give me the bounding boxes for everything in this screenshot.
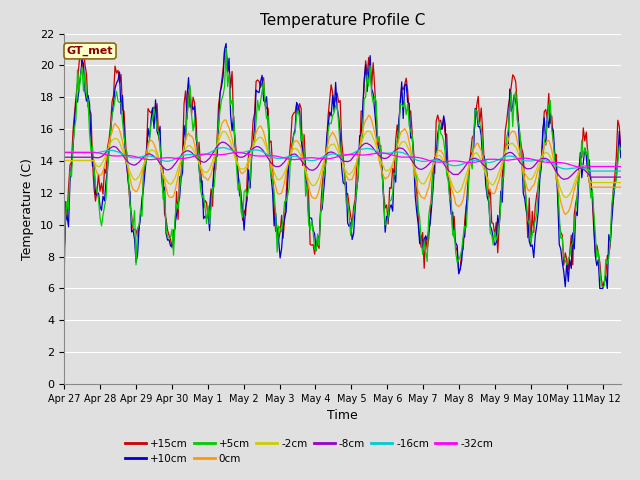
+10cm [131,236,138,242]
0cm [131,188,138,193]
-16cm [220,144,227,150]
-2cm [365,128,372,134]
+10cm [60,254,68,260]
-32cm [470,159,477,165]
-8cm [470,156,477,161]
0cm [344,176,351,181]
+10cm [346,224,353,229]
-16cm [346,152,353,157]
-2cm [60,158,68,164]
-8cm [560,177,568,182]
+15cm [617,145,625,151]
-8cm [131,162,138,168]
-2cm [248,148,255,154]
-2cm [470,152,477,157]
+10cm [470,145,477,151]
Line: -2cm: -2cm [64,131,621,197]
Line: 0cm: 0cm [64,115,621,215]
Line: -8cm: -8cm [64,142,621,180]
Title: Temperature Profile C: Temperature Profile C [260,13,425,28]
0cm [561,212,569,217]
+10cm [222,41,230,47]
+10cm [249,143,257,149]
-8cm [220,139,227,145]
-16cm [60,149,68,155]
Line: -16cm: -16cm [64,147,621,171]
-2cm [131,177,138,183]
Line: +5cm: +5cm [64,48,621,287]
-16cm [152,155,159,160]
0cm [60,157,68,163]
+10cm [152,97,159,103]
Text: GT_met: GT_met [67,46,113,56]
-2cm [344,170,351,176]
0cm [248,149,255,155]
-2cm [152,149,159,155]
-8cm [617,174,625,180]
X-axis label: Time: Time [327,409,358,422]
0cm [152,145,159,151]
-32cm [346,152,353,157]
-32cm [578,165,586,170]
Legend: +15cm, +10cm, +5cm, 0cm, -2cm, -8cm, -16cm, -32cm: +15cm, +10cm, +5cm, 0cm, -2cm, -8cm, -16… [120,435,497,468]
+5cm [222,46,230,51]
+10cm [596,286,604,291]
0cm [608,184,616,190]
+15cm [132,227,140,233]
Line: +10cm: +10cm [64,44,621,288]
-32cm [152,156,159,162]
+15cm [153,101,161,107]
-16cm [617,168,625,174]
0cm [365,112,372,118]
-8cm [346,158,353,164]
+5cm [60,246,68,252]
-16cm [470,157,477,163]
-2cm [563,194,571,200]
+15cm [60,286,68,291]
0cm [470,146,477,152]
+10cm [617,155,625,160]
Y-axis label: Temperature (C): Temperature (C) [22,158,35,260]
-32cm [234,150,242,156]
+5cm [152,114,159,120]
+5cm [608,202,616,207]
-32cm [131,154,138,159]
-32cm [608,164,616,169]
-16cm [249,147,257,153]
+5cm [131,208,138,214]
0cm [617,184,625,190]
+5cm [599,284,607,289]
+15cm [346,203,353,209]
Line: -32cm: -32cm [64,153,621,168]
+15cm [249,118,257,124]
+5cm [346,213,353,218]
+15cm [77,45,84,51]
-32cm [617,164,625,169]
-16cm [608,168,616,174]
+10cm [608,217,616,223]
-2cm [617,180,625,185]
-32cm [60,150,68,156]
-16cm [131,155,138,161]
+5cm [470,130,477,136]
-32cm [249,153,257,158]
+5cm [249,144,257,150]
+5cm [617,146,625,152]
+15cm [470,132,477,138]
+15cm [607,242,614,248]
-8cm [608,174,616,180]
-8cm [249,145,257,151]
-2cm [608,180,616,185]
-8cm [152,155,159,161]
Line: +15cm: +15cm [64,48,621,288]
-16cm [587,168,595,174]
-8cm [60,155,68,160]
